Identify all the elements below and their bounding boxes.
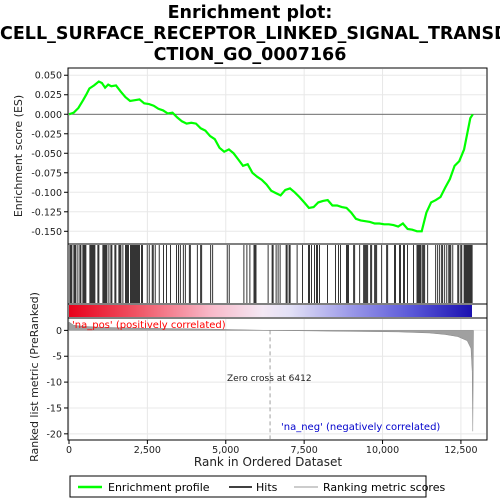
es-y-tick-label: -0.100 [31,188,62,199]
negative-correlation-label: 'na_neg' (negatively correlated) [281,422,440,433]
positive-correlation-label: 'na_pos' (positively correlated) [72,320,226,331]
x-axis: 0 2,500 5,000 7,500 10,000 12,500 [66,440,478,456]
metric-y-tick-label: -10 [46,378,62,389]
metric-area [68,321,474,432]
x-tick-label: 10,000 [366,445,399,456]
es-y-tick-label: -0.025 [31,129,62,140]
zero-cross-label: Zero cross at 6412 [227,374,312,384]
es-y-tick-label: 0.050 [35,71,62,82]
chart-title-line-1: Enrichment plot: [167,3,333,23]
es-y-tick-label: 0.025 [35,90,62,101]
es-grid [68,69,486,243]
ranked-color-bar [69,305,472,317]
es-y-axis: 0.050 0.025 0.000 -0.025 -0.050 -0.075 -0.100 -… [31,71,68,238]
es-y-tick-label: -0.125 [31,207,62,218]
legend-enrichment-label: Enrichment profile [108,481,210,494]
legend-hits-label: Hits [256,481,278,494]
metric-y-tick-label: 0 [56,326,62,337]
x-tick-label: 7,500 [291,445,318,456]
es-y-tick-label: -0.150 [31,227,62,238]
es-y-tick-label: -0.050 [31,149,62,160]
es-y-tick-label: 0.000 [35,110,62,121]
chart-title-line-3: CTION_GO_0007166 [153,45,347,65]
metric-y-tick-label: -5 [53,352,62,363]
x-tick-label: 12,500 [444,445,477,456]
metric-y-axis-label: Ranked list metric (PreRanked) [28,292,41,462]
hits-panel [67,243,488,305]
es-curve [68,80,474,233]
es-panel [67,67,488,245]
metric-y-tick-label: -20 [46,429,62,440]
metric-y-tick-label: -15 [46,403,62,414]
legend-metric-label: Ranking metric scores [323,481,445,494]
x-tick-label: 5,000 [212,445,239,456]
x-tick-label: 2,500 [134,445,161,456]
chart-title-line-2: CELL_SURFACE_RECEPTOR_LINKED_SIGNAL_TRAN… [0,24,500,44]
es-y-tick-label: -0.075 [31,168,62,179]
es-y-axis-label: Enrichment score (ES) [12,95,25,217]
x-tick-label: 0 [66,445,72,456]
hit-marks [69,245,473,303]
metric-y-axis: 0 -5 -10 -15 -20 [46,326,68,440]
metric-panel [67,317,488,441]
x-axis-label: Rank in Ordered Dataset [194,455,342,469]
